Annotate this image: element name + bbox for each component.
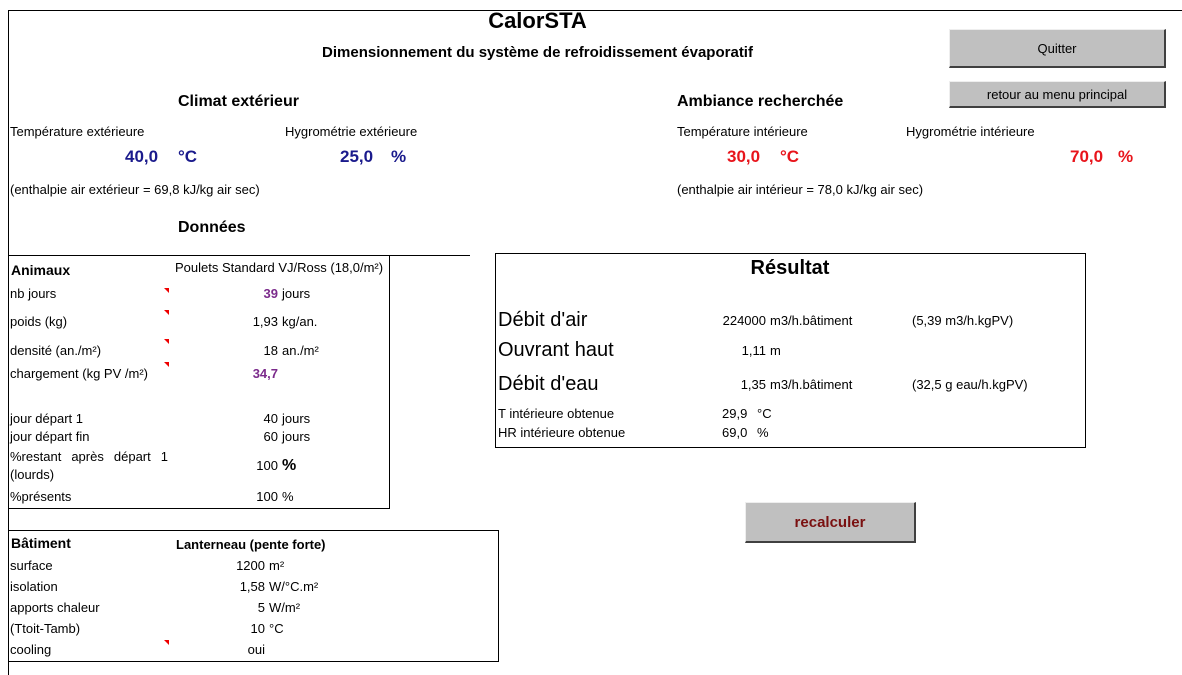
row-unit: % [282, 457, 297, 474]
row-unit: °C [269, 621, 284, 636]
result-unit: m3/h.bâtiment [770, 377, 853, 392]
row-label: isolation [10, 579, 58, 594]
result-label: T intérieure obtenue [498, 406, 615, 421]
result-unit: m3/h.bâtiment [770, 313, 853, 328]
row-label: densité (an./m²) [10, 343, 102, 358]
row-value: 5 [257, 600, 265, 615]
comment-marker [164, 362, 169, 367]
row-label: jour départ 1 [10, 411, 83, 426]
section-heading: Ambiance recherchée [677, 93, 844, 110]
row-unit: m² [269, 558, 285, 573]
comment-marker [164, 288, 169, 293]
row-unit: W/°C.m² [269, 579, 319, 594]
result-extra: (32,5 g eau/h.kgPV) [912, 377, 1028, 392]
row-label: jour départ fin [10, 429, 90, 444]
row-value: oui [247, 642, 265, 657]
section-heading: Climat extérieur [178, 93, 299, 110]
top-border [8, 10, 1182, 11]
animal-type: Poulets Standard VJ/Ross (18,0/m²) [175, 260, 384, 275]
row-label: %restant après départ 1 (lourds) [10, 449, 168, 482]
row-label: apports chaleur [10, 600, 100, 615]
row-value: 100 [256, 458, 278, 473]
row-label: chargement (kg PV /m²) [10, 366, 148, 381]
box-title: Bâtiment [11, 535, 71, 551]
title: CalorSTA [488, 8, 587, 33]
result-unit: m [770, 343, 781, 358]
unit: °C [178, 147, 198, 166]
result-unit: % [757, 425, 769, 440]
result-label: Ouvrant haut [498, 339, 614, 361]
row-value: 18 [263, 343, 278, 358]
row-label: nb jours [10, 286, 57, 301]
comment-marker [164, 339, 169, 344]
quit-button[interactable]: Quitter [949, 29, 1166, 68]
result-value: 29,9 [722, 406, 748, 421]
animals-box [8, 255, 390, 509]
row-value: 34,7 [252, 366, 278, 381]
unit: % [391, 147, 407, 166]
row-unit: % [282, 489, 294, 504]
comment-marker [164, 640, 169, 645]
row-value: 39 [263, 286, 278, 301]
enthalpy: (enthalpie air intérieur = 78,0 kJ/kg ai… [677, 182, 924, 197]
result-unit: °C [757, 406, 772, 421]
row-unit: jours [282, 411, 311, 426]
unit: °C [780, 147, 800, 166]
value: 40,0 [125, 147, 159, 166]
value: 70,0 [1070, 147, 1104, 166]
result-box [495, 253, 1086, 448]
result-label: Débit d'air [498, 309, 588, 331]
label: Température intérieure [677, 124, 808, 139]
row-label: %présents [10, 489, 72, 504]
box-title: Résultat [750, 257, 830, 279]
row-unit: an./m² [282, 343, 319, 358]
menu-button[interactable]: retour au menu principal [949, 81, 1166, 108]
row-unit: jours [282, 286, 311, 301]
result-label: HR intérieure obtenue [498, 425, 626, 440]
row-label: poids (kg) [10, 314, 68, 329]
row-unit: jours [282, 429, 311, 444]
row-value: 10 [250, 621, 265, 636]
value: 25,0 [340, 147, 374, 166]
box-title: Animaux [11, 262, 71, 278]
row-value: 100 [256, 489, 278, 504]
row-value: 1200 [236, 558, 265, 573]
row-label: (Ttoit-Tamb) [10, 621, 81, 636]
animals-top-border [8, 255, 470, 256]
row-value: 40 [263, 411, 278, 426]
row-unit: W/m² [269, 600, 301, 615]
result-value: 1,35 [740, 377, 766, 392]
building-box [8, 530, 499, 662]
result-extra: (5,39 m3/h.kgPV) [912, 313, 1014, 328]
label: Hygrométrie extérieure [285, 124, 418, 139]
row-label: surface [10, 558, 53, 573]
enthalpy: (enthalpie air extérieur = 69,8 kJ/kg ai… [10, 182, 260, 197]
section-heading: Données [178, 219, 246, 236]
label: Température extérieure [10, 124, 145, 139]
row-label: cooling [10, 642, 52, 657]
row-value: 60 [263, 429, 278, 444]
row-unit: kg/an. [282, 314, 318, 329]
value: 30,0 [727, 147, 761, 166]
result-value: 224000 [722, 313, 766, 328]
building-type: Lanterneau (pente forte) [176, 537, 326, 552]
result-label: Débit d'eau [498, 373, 599, 395]
unit: % [1118, 147, 1134, 166]
row-value: 1,93 [252, 314, 278, 329]
subtitle: Dimensionnement du système de refroidiss… [322, 44, 753, 61]
label: Hygrométrie intérieure [906, 124, 1035, 139]
recalc-button[interactable]: recalculer [745, 502, 916, 543]
comment-marker [164, 310, 169, 315]
result-value: 69,0 [722, 425, 748, 440]
result-value: 1,11 [741, 343, 766, 358]
row-value: 1,58 [239, 579, 265, 594]
